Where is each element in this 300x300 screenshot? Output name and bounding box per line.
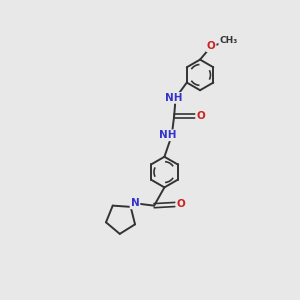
Text: N: N (130, 198, 139, 208)
Text: O: O (196, 111, 205, 121)
Text: NH: NH (160, 130, 177, 140)
Text: O: O (176, 200, 185, 209)
Text: NH: NH (165, 93, 183, 103)
Text: N: N (130, 198, 139, 208)
Text: O: O (207, 41, 216, 51)
Text: CH₃: CH₃ (219, 36, 237, 45)
